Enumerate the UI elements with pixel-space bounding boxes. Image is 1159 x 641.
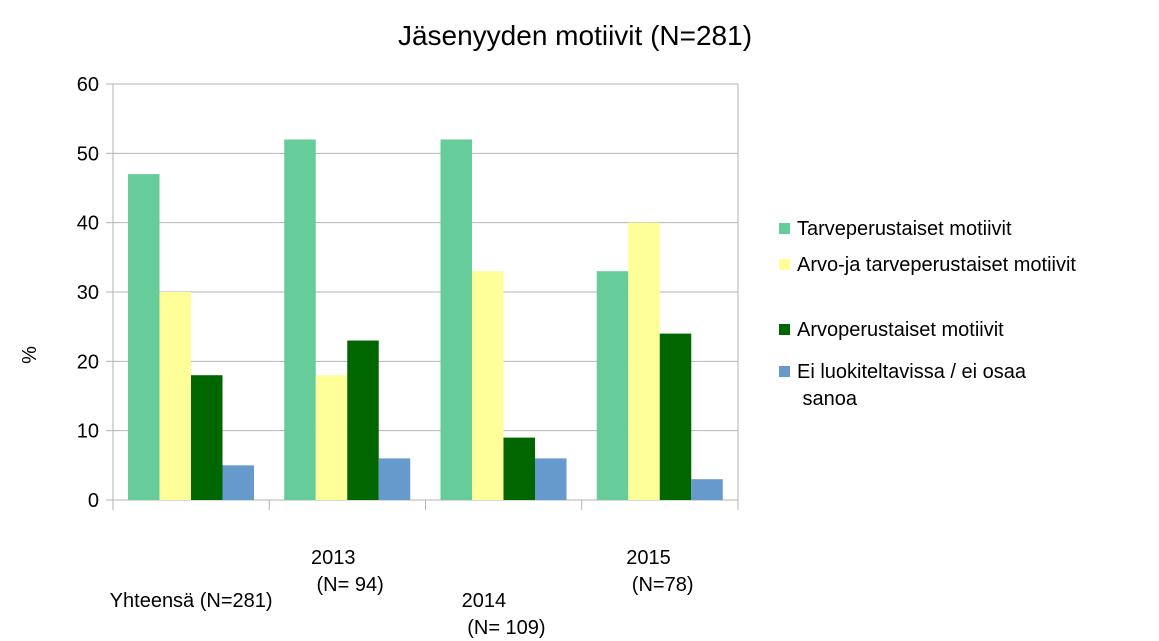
bar bbox=[191, 375, 223, 500]
bar bbox=[378, 458, 411, 500]
bar bbox=[691, 479, 723, 500]
bar bbox=[503, 437, 535, 500]
bar bbox=[440, 139, 472, 500]
legend-swatch bbox=[779, 324, 790, 335]
y-tick-label: 60 bbox=[77, 74, 99, 96]
y-tick-label: 0 bbox=[88, 490, 99, 512]
y-tick-label: 30 bbox=[77, 282, 99, 304]
x-tick-label: 2014 (N= 109) bbox=[462, 590, 546, 639]
bar bbox=[128, 174, 160, 500]
bar bbox=[315, 375, 348, 500]
y-axis-label: % bbox=[19, 346, 41, 364]
legend-label: Ei luokiteltavissa / ei osaa sanoa bbox=[797, 361, 1027, 410]
y-tick-label: 50 bbox=[77, 143, 99, 165]
x-tick-label: 2013 (N= 94) bbox=[311, 547, 384, 596]
bar bbox=[659, 333, 692, 500]
legend-swatch bbox=[779, 366, 790, 377]
legend-label: Arvoperustaiset motiivit bbox=[797, 319, 1004, 341]
y-tick-label: 10 bbox=[77, 421, 99, 443]
legend-label: Arvo-ja tarveperustaiset motiivit bbox=[797, 254, 1076, 276]
chart-title: Jäsenyyden motiivit (N=281) bbox=[398, 20, 752, 51]
bar bbox=[596, 271, 629, 500]
y-tick-label: 40 bbox=[77, 213, 99, 235]
x-tick-label: Yhteensä (N=281) bbox=[110, 590, 273, 612]
y-tick-label: 20 bbox=[77, 351, 99, 373]
bar bbox=[347, 340, 379, 500]
bar bbox=[628, 222, 660, 500]
bar bbox=[159, 292, 191, 500]
legend-swatch bbox=[779, 223, 790, 234]
bar bbox=[284, 139, 316, 500]
bar bbox=[222, 465, 254, 500]
bar bbox=[472, 271, 504, 500]
legend-swatch bbox=[779, 259, 790, 270]
bar bbox=[535, 458, 567, 500]
x-tick-label: 2015 (N=78) bbox=[626, 547, 693, 596]
legend-label: Tarveperustaiset motiivit bbox=[797, 218, 1012, 240]
